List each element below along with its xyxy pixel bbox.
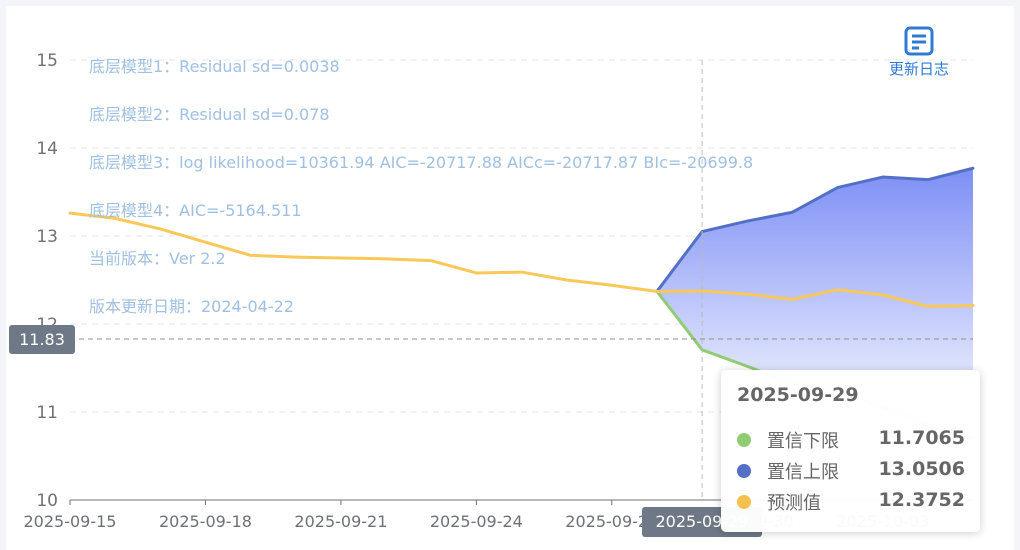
tooltip-row-lower: 置信下限 11.7065 (737, 427, 965, 453)
y-tick-label: 15 (36, 51, 58, 71)
y-tick-label: 14 (36, 139, 58, 159)
series-name: 置信上限 (767, 462, 839, 483)
tooltip-row-forecast: 预测值 12.3752 (737, 489, 965, 515)
model1-info: 底层模型1：Residual sd=0.0038 (89, 57, 340, 76)
model3-info: 底层模型3：log likelihood=10361.94 AIC=-20717… (89, 153, 754, 172)
x-tick-label: 2025-09-24 (430, 512, 523, 531)
series-value: 11.7065 (878, 427, 965, 449)
series-name: 置信下限 (767, 431, 839, 452)
upper-bound-line (655, 166, 975, 293)
tooltip-title: 2025-09-29 (737, 384, 859, 406)
document-icon (904, 26, 934, 56)
x-tick-label: 2025-09-21 (294, 512, 387, 531)
series-value: 13.0506 (878, 458, 965, 480)
y-tick-label: 11 (36, 403, 58, 423)
y-axis-pointer-label: 11.83 (9, 325, 75, 354)
x-tick-label: 2025-09-15 (24, 512, 117, 531)
x-tick-label: 2025-09-18 (159, 512, 252, 531)
tooltip-row-upper: 置信上限 13.0506 (737, 458, 965, 484)
legend-dot-icon (737, 464, 751, 478)
y-tick-label: 10 (36, 491, 58, 511)
series-value: 12.3752 (878, 489, 965, 511)
version-info: 当前版本：Ver 2.2 (89, 249, 226, 268)
tooltip: 2025-09-29 置信下限 11.7065 置信上限 13.0506 预测值… (721, 370, 980, 532)
update-date-info: 版本更新日期：2024-04-22 (89, 297, 294, 316)
model4-info: 底层模型4：AIC=-5164.511 (89, 201, 302, 220)
series-name: 预测值 (767, 493, 821, 514)
legend-dot-icon (737, 495, 751, 509)
update-log-label: 更新日志 (888, 60, 949, 78)
forecast-line (68, 211, 975, 308)
x-tick-label: 2025-09-27 (565, 512, 658, 531)
model2-info: 底层模型2：Residual sd=0.078 (89, 105, 330, 124)
update-log-button[interactable]: 更新日志 (878, 26, 960, 79)
y-tick-label: 13 (36, 227, 58, 247)
legend-dot-icon (737, 433, 751, 447)
